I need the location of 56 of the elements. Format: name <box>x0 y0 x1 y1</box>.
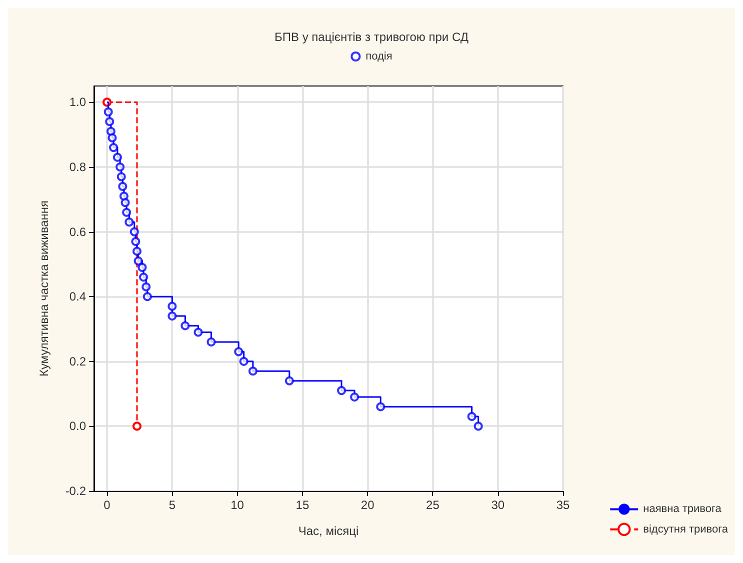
point <box>108 133 117 142</box>
y-tick-label: 0.8 <box>69 160 86 174</box>
point <box>109 143 118 152</box>
point <box>116 162 125 172</box>
point <box>239 356 248 366</box>
point <box>248 366 258 376</box>
chart-title: БПВ у пацієнтів з тривогою при СД <box>274 30 468 44</box>
point <box>350 392 360 402</box>
point <box>139 272 148 282</box>
point <box>142 292 152 302</box>
legend-label: відсутня тривога <box>643 523 729 536</box>
legend-label: наявна тривога <box>643 503 722 516</box>
point <box>138 262 147 272</box>
point <box>376 402 386 412</box>
y-tick-label: 0.2 <box>69 354 86 368</box>
point <box>104 107 113 116</box>
point <box>106 126 116 136</box>
y-axis-title: Кумулятивна частка виживання <box>37 200 51 377</box>
point <box>132 422 142 431</box>
point <box>122 208 132 217</box>
point <box>474 422 483 431</box>
x-tick-label: 20 <box>360 498 375 512</box>
point <box>118 182 128 191</box>
point <box>142 282 151 292</box>
point <box>112 152 122 162</box>
x-tick-label: 30 <box>491 498 505 512</box>
point <box>284 376 294 386</box>
x-tick-label: 25 <box>426 498 440 512</box>
point <box>132 246 142 256</box>
point <box>194 328 203 337</box>
point <box>131 237 140 246</box>
y-tick-label: 0.0 <box>69 419 86 434</box>
point <box>120 198 130 208</box>
x-tick-label: 35 <box>556 498 570 512</box>
y-tick-label: 0.6 <box>69 224 86 239</box>
point <box>124 218 134 227</box>
point <box>105 117 114 126</box>
point <box>206 337 216 346</box>
x-tick-label: 0 <box>104 498 111 512</box>
point <box>168 312 177 321</box>
point <box>467 412 476 421</box>
x-tick-label: 10 <box>230 498 244 512</box>
x-tick-label: 5 <box>168 498 176 512</box>
legend-label: подія <box>366 50 392 62</box>
point <box>134 256 143 266</box>
point <box>337 386 346 396</box>
point <box>168 302 177 311</box>
point <box>116 172 126 182</box>
y-tick-label: -0.2 <box>65 484 86 498</box>
x-tick-label: 15 <box>296 498 310 512</box>
y-tick-label: 0.4 <box>69 290 86 304</box>
point <box>234 347 244 356</box>
point <box>130 227 139 236</box>
point <box>180 321 190 330</box>
y-tick-label: 1.0 <box>69 95 86 110</box>
x-axis-title: Час, місяці <box>298 524 359 538</box>
